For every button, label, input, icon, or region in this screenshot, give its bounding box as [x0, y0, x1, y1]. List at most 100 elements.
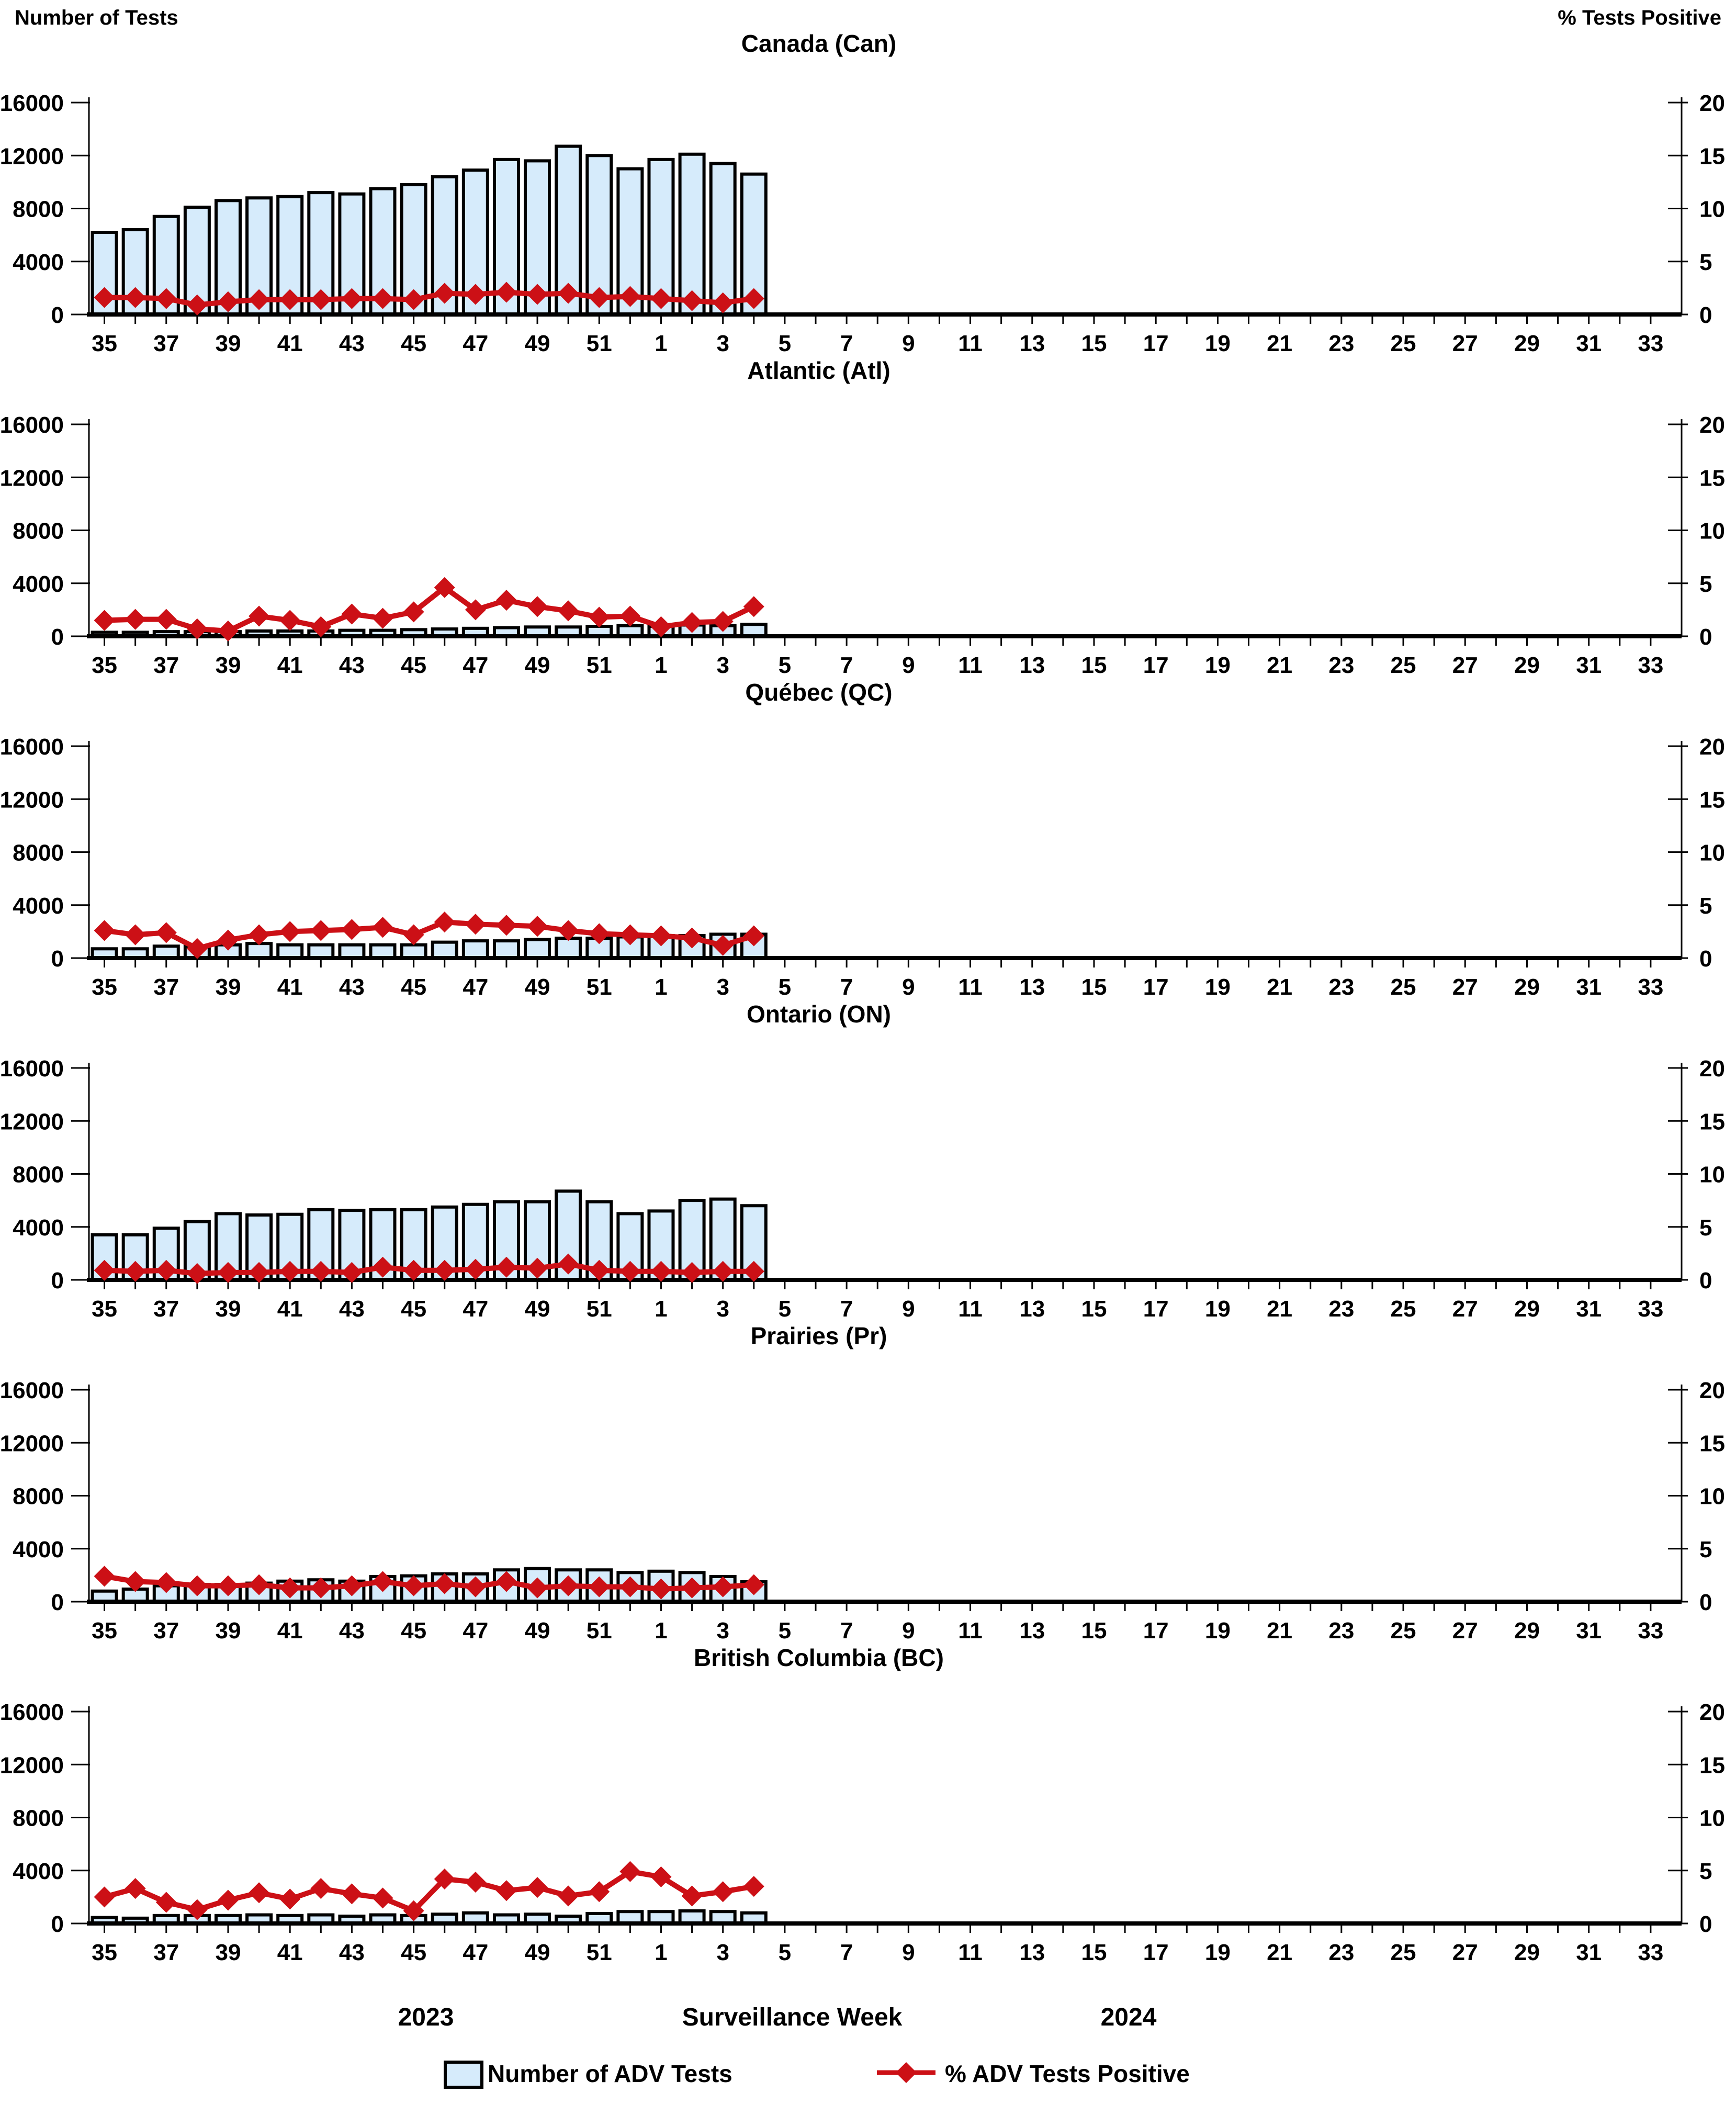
pct-positive-point-week-38	[186, 1575, 208, 1596]
pct-positive-point-week-46	[434, 577, 455, 598]
x-tick-label-week-19: 19	[1205, 1940, 1231, 1965]
pct-positive-point-week-42	[310, 289, 332, 310]
x-tick-label-week-3: 3	[716, 652, 729, 678]
x-tick-label-week-35: 35	[92, 1296, 117, 1322]
pct-positive-point-week-35	[94, 1886, 115, 1908]
right-tick-label: 15	[1699, 143, 1725, 169]
left-tick-label: 4000	[13, 571, 64, 597]
left-tick-label: 0	[51, 946, 64, 972]
x-tick-label-week-29: 29	[1514, 1618, 1540, 1644]
x-tick-label-week-27: 27	[1452, 974, 1478, 1000]
tests-bar-week-47	[461, 939, 489, 960]
x-tick-label-week-13: 13	[1019, 652, 1045, 678]
x-tick-label-week-49: 49	[525, 652, 550, 678]
x-tick-label-week-7: 7	[840, 1296, 853, 1322]
left-tick-label: 16000	[0, 1056, 64, 1082]
x-tick-label-week-31: 31	[1576, 1940, 1602, 1965]
right-tick-label: 5	[1699, 1215, 1712, 1241]
pct-positive-point-week-49	[527, 1577, 548, 1599]
x-tick-label-week-41: 41	[277, 331, 303, 356]
tests-bar-week-48	[492, 939, 520, 960]
pct-positive-point-week-45	[403, 1900, 424, 1921]
x-tick-label-week-17: 17	[1143, 331, 1169, 356]
pct-positive-point-week-42	[310, 616, 332, 637]
x-tick-label-week-13: 13	[1019, 331, 1045, 356]
pct-positive-point-week-46	[434, 283, 455, 304]
x-tick-label-week-1: 1	[655, 1940, 667, 1965]
right-tick-label: 20	[1699, 1378, 1725, 1403]
left-tick-label: 4000	[13, 250, 64, 275]
x-tick-label-week-51: 51	[587, 331, 612, 356]
x-tick-label-week-29: 29	[1514, 331, 1540, 356]
pct-positive-point-week-42	[310, 1878, 332, 1899]
pct-positive-point-week-41	[279, 289, 301, 310]
x-tick-label-week-49: 49	[525, 1296, 550, 1322]
x-tick-label-week-31: 31	[1576, 652, 1602, 678]
x-tick-label-week-35: 35	[92, 1940, 117, 1965]
x-tick-label-week-19: 19	[1205, 652, 1231, 678]
x-tick-label-week-37: 37	[153, 1296, 179, 1322]
right-tick-label: 15	[1699, 1752, 1725, 1778]
right-tick-label: 5	[1699, 1859, 1712, 1884]
right-tick-label: 0	[1699, 1268, 1712, 1293]
right-tick-label: 5	[1699, 893, 1712, 919]
x-tick-label-week-23: 23	[1328, 974, 1354, 1000]
x-tick-label-week-11: 11	[958, 1296, 983, 1322]
x-tick-label-week-13: 13	[1019, 1618, 1045, 1644]
x-tick-label-week-5: 5	[779, 1940, 791, 1965]
pct-positive-point-week-43	[341, 288, 363, 309]
pct-positive-line	[102, 584, 757, 634]
pct-positive-point-week-37	[155, 1892, 177, 1913]
pct-positive-point-week-47	[465, 284, 486, 305]
x-tick-label-week-39: 39	[216, 652, 241, 678]
pct-positive-point-week-46	[434, 1573, 455, 1594]
pct-positive-point-week-38	[186, 294, 208, 316]
x-tick-label-week-45: 45	[401, 1618, 426, 1644]
x-tick-label-week-47: 47	[463, 652, 488, 678]
right-tick-label: 15	[1699, 465, 1725, 491]
x-tick-label-week-3: 3	[716, 1618, 729, 1644]
x-tick-label-week-51: 51	[587, 1296, 612, 1322]
right-axis-header: % Tests Positive	[1558, 6, 1721, 29]
x-tick-label-week-21: 21	[1267, 1618, 1292, 1644]
panel-title-british-columbia: British Columbia (BC)	[694, 1644, 944, 1671]
x-tick-label-week-15: 15	[1081, 331, 1107, 356]
right-tick-label: 5	[1699, 1537, 1712, 1562]
pct-positive-point-week-35	[94, 1259, 115, 1281]
pct-positive-line	[102, 919, 757, 951]
left-tick-label: 16000	[0, 1700, 64, 1725]
x-tick-label-week-39: 39	[216, 974, 241, 1000]
pct-positive-point-week-40	[249, 1262, 270, 1283]
pct-positive-point-week-49	[527, 1257, 548, 1279]
pct-positive-point-week-51	[589, 1576, 610, 1597]
x-tick-label-week-3: 3	[716, 974, 729, 1000]
pct-positive-point-week-52	[619, 924, 641, 946]
x-tick-label-week-23: 23	[1328, 1618, 1354, 1644]
pct-positive-point-week-47	[465, 914, 486, 935]
pct-positive-point-week-43	[341, 1575, 363, 1596]
pct-positive-point-week-1	[650, 616, 672, 637]
pct-positive-point-week-43	[341, 1883, 363, 1905]
pct-positive-point-week-1	[650, 925, 672, 947]
pct-positive-point-week-43	[341, 603, 363, 625]
x-tick-label-week-9: 9	[902, 974, 915, 1000]
panel-title-ontario: Ontario (ON)	[747, 1000, 891, 1028]
x-tick-label-week-19: 19	[1205, 974, 1231, 1000]
x-tick-label-week-33: 33	[1638, 331, 1663, 356]
x-tick-label-week-39: 39	[216, 331, 241, 356]
right-tick-label: 10	[1699, 519, 1725, 544]
pct-positive-line	[102, 1573, 757, 1592]
pct-positive-point-week-3	[712, 1576, 734, 1597]
x-tick-label-week-17: 17	[1143, 1618, 1169, 1644]
x-tick-label-week-27: 27	[1452, 1296, 1478, 1322]
pct-positive-point-week-37	[155, 609, 177, 630]
x-tick-label-week-1: 1	[655, 1296, 667, 1322]
pct-positive-point-week-42	[310, 920, 332, 941]
x-tick-label-week-13: 13	[1019, 1940, 1045, 1965]
left-tick-label: 16000	[0, 91, 64, 116]
left-tick-label: 8000	[13, 1162, 64, 1188]
pct-positive-point-week-50	[558, 600, 579, 622]
